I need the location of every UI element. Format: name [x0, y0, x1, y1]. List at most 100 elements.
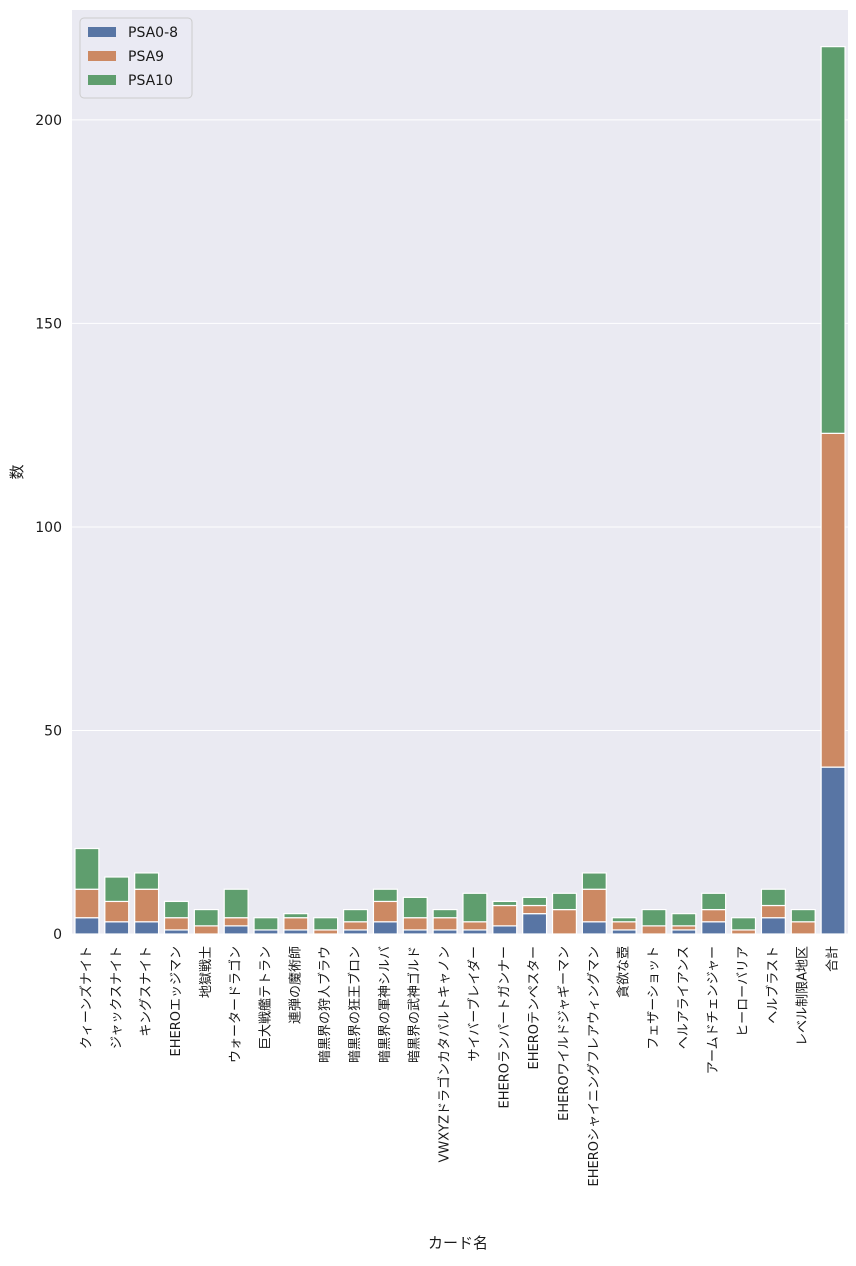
bar-psa9-22 — [730, 929, 757, 935]
bar-psa0-8-10 — [372, 921, 398, 935]
bar-psa10-2 — [134, 872, 160, 890]
bar-psa9-1 — [104, 900, 130, 923]
x-tick-label: レベル制限A地区 — [796, 946, 811, 1046]
bar-psa10-16 — [551, 892, 577, 911]
bar-psa9-3 — [163, 917, 189, 931]
bar-psa10-21 — [701, 892, 727, 911]
bar-psa9-5 — [223, 917, 249, 927]
x-tick-label: クィーンズナイト — [78, 946, 94, 1049]
x-tick-label: 暗黒界の狂王ブロン — [347, 946, 363, 1063]
x-tick-label: 連弾の魔術師 — [288, 946, 303, 1024]
y-axis-title: 数 — [8, 464, 26, 479]
bar-psa0-8-13 — [462, 929, 488, 935]
bars — [74, 46, 846, 935]
bar-psa0-8-3 — [163, 929, 189, 935]
legend-swatch — [88, 27, 116, 37]
bar-psa9-24 — [790, 921, 816, 935]
bar-psa10-4 — [193, 908, 219, 927]
bar-psa9-12 — [432, 917, 458, 931]
x-tick-label: ウォータードラゴン — [228, 946, 244, 1063]
bar-psa0-8-6 — [253, 929, 279, 935]
bar-psa9-2 — [134, 888, 160, 923]
y-tick-label: 0 — [53, 927, 62, 943]
x-tick-label: 貪欲な壺 — [616, 946, 632, 998]
bar-psa10-22 — [730, 917, 757, 931]
bar-psa0-8-25 — [820, 766, 846, 935]
y-tick-label: 100 — [35, 520, 62, 536]
bar-psa9-20 — [671, 925, 697, 931]
y-tick-label: 50 — [44, 723, 62, 739]
bar-psa9-18 — [611, 921, 637, 931]
x-tick-label: 暗黒界の武神ゴルド — [407, 946, 423, 1063]
bar-psa9-11 — [402, 917, 428, 931]
x-tick-label: フェザーショット — [647, 946, 662, 1050]
bar-psa10-13 — [462, 892, 488, 923]
x-tick-label: アームドチェンジャー — [706, 946, 721, 1074]
bar-psa0-8-7 — [283, 929, 309, 935]
bar-psa10-23 — [760, 888, 786, 907]
bar-psa9-25 — [820, 432, 846, 768]
bar-psa0-8-11 — [402, 929, 428, 935]
bar-psa0-8-17 — [581, 921, 607, 935]
y-axis-ticks: 0 50 100 150 200 — [35, 113, 62, 943]
bar-psa0-8-18 — [611, 929, 637, 935]
x-tick-label: 暗黒界の狩人ブラウ — [317, 946, 333, 1063]
bar-psa0-8-21 — [701, 921, 727, 935]
y-tick-label: 150 — [35, 316, 62, 332]
bar-psa9-15 — [522, 904, 548, 915]
bar-psa0-8-5 — [223, 925, 249, 935]
x-tick-label: 暗黒界の軍神シルバ — [378, 946, 393, 1063]
legend-label: PSA0-8 — [128, 25, 178, 41]
bar-psa10-6 — [253, 917, 279, 931]
bar-psa10-7 — [283, 913, 309, 919]
legend-label: PSA9 — [128, 49, 164, 65]
bar-psa10-19 — [641, 908, 667, 927]
bar-psa9-21 — [701, 908, 727, 923]
x-tick-label: ヘルブラスト — [765, 946, 781, 1024]
legend-swatch — [88, 75, 116, 85]
bar-psa9-17 — [581, 888, 607, 923]
x-tick-label: サイバーブレイダー — [466, 946, 482, 1061]
bar-psa10-0 — [74, 847, 100, 890]
bar-psa10-14 — [492, 900, 518, 907]
bar-psa9-4 — [193, 925, 219, 935]
bar-psa10-12 — [432, 908, 458, 919]
bar-psa10-8 — [313, 917, 339, 931]
x-axis-ticks: クィーンズナイト ジャックスナイト キングスナイト EHEROエッジマン 地獄戦士 ウォー… — [78, 946, 840, 1186]
bar-psa10-17 — [581, 872, 607, 890]
x-tick-label: 巨大戦艦テトラン — [259, 946, 274, 1050]
bar-psa9-0 — [74, 888, 100, 919]
x-axis-title: カード名 — [428, 1234, 488, 1252]
bar-psa0-8-12 — [432, 929, 458, 935]
bar-psa9-14 — [492, 904, 518, 927]
bar-psa9-16 — [551, 908, 577, 935]
x-tick-label: EHEROテンペスター — [527, 946, 542, 1069]
bar-psa0-8-20 — [671, 929, 697, 935]
bar-psa10-11 — [402, 896, 428, 919]
bar-psa0-8-1 — [104, 921, 130, 935]
bar-psa10-15 — [522, 896, 548, 907]
x-tick-label: VWXYZドラゴンカタパルトキャノン — [437, 946, 453, 1163]
bar-psa9-13 — [462, 921, 488, 931]
bar-psa0-8-14 — [492, 925, 518, 935]
x-tick-label: 合計 — [825, 946, 841, 972]
bar-psa9-10 — [372, 900, 398, 923]
x-tick-label: ジャックスナイト — [109, 946, 124, 1049]
bar-psa10-1 — [104, 876, 130, 903]
bar-psa9-9 — [343, 921, 369, 931]
x-tick-label: ヒーローバリア — [736, 946, 751, 1037]
x-tick-label: EHEROワイルドジャギーマン — [557, 946, 572, 1121]
bar-psa9-23 — [760, 904, 786, 919]
x-tick-label: 地獄戦士 — [199, 946, 214, 998]
bar-psa0-8-0 — [74, 917, 100, 935]
legend-swatch — [88, 51, 116, 61]
legend: PSA0-8 PSA9 PSA10 — [79, 17, 193, 99]
bar-psa0-8-9 — [343, 929, 369, 935]
bar-psa10-5 — [223, 888, 249, 919]
x-tick-label: EHEROエッジマン — [169, 946, 184, 1056]
x-tick-label: EHEROシャイニングフレアウィングマン — [587, 946, 602, 1186]
bar-psa10-24 — [790, 908, 816, 923]
x-tick-label: キングスナイト — [139, 946, 154, 1037]
